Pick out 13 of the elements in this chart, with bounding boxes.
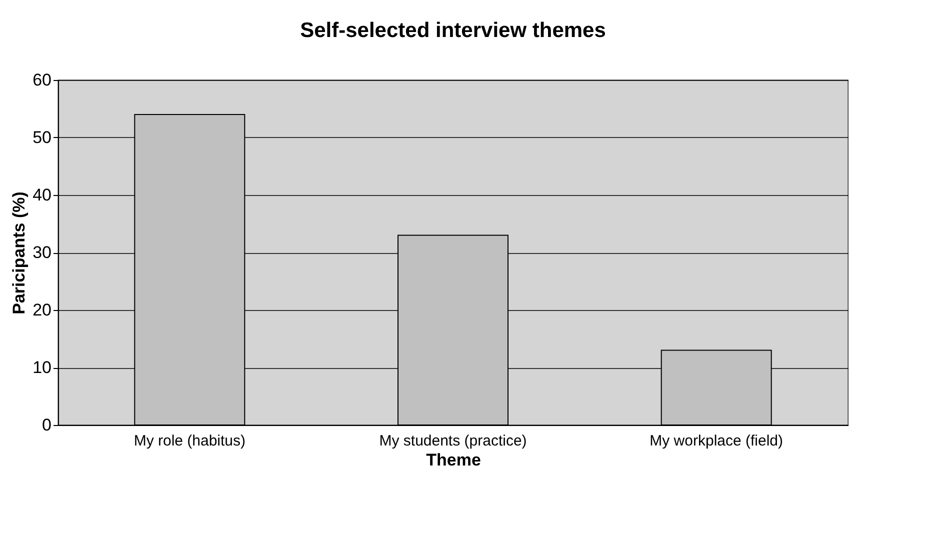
x-tick-label: My workplace (field): [650, 432, 784, 450]
y-tick-label: 20: [32, 300, 52, 320]
x-tick-label: My students (practice): [379, 432, 527, 450]
y-tick-label: 60: [32, 70, 52, 90]
y-tick-label: 30: [32, 243, 52, 262]
y-tick-label: 40: [32, 186, 52, 204]
x-axis-title: Theme: [426, 450, 481, 470]
x-tick-label: My role (habitus): [134, 432, 246, 450]
y-tick-label: 10: [32, 358, 52, 377]
y-axis-title: Paricipants (%): [10, 192, 29, 314]
y-tick-label: 0: [42, 416, 52, 434]
y-tick-label: 50: [32, 128, 52, 147]
chart-title: Self-selected interview themes: [300, 19, 606, 42]
